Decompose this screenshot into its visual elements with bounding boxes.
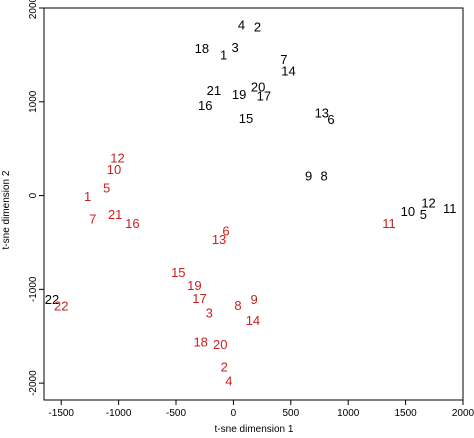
data-point-label: 4 <box>225 374 232 389</box>
axes: -1500 -1000 -500 0 500 1000 1500 2000 -2000 -1000… <box>28 0 474 419</box>
x-tick-label: 500 <box>282 408 299 419</box>
x-tick-label: -500 <box>166 408 186 419</box>
data-point-label: 12 <box>110 151 124 166</box>
data-point-label: 7 <box>89 212 96 227</box>
x-tick-label: 2000 <box>452 408 474 419</box>
data-point-label: 10 <box>107 162 121 177</box>
data-point-label: 18 <box>195 41 209 56</box>
y-tick-label: -1000 <box>28 276 39 302</box>
data-point-label: 18 <box>193 334 207 349</box>
y-tick-label: 0 <box>28 192 39 198</box>
y-tick-label: -2000 <box>28 370 39 396</box>
data-point-label: 13 <box>315 106 329 121</box>
data-point-label: 3 <box>232 40 239 55</box>
x-tick-label: -1500 <box>48 408 74 419</box>
y-axis-title: t-sne dimension 2 <box>1 170 12 249</box>
data-point-label: 8 <box>234 298 241 313</box>
data-point-label: 4 <box>238 17 245 32</box>
data-point-label: 9 <box>305 168 312 183</box>
data-point-label: 15 <box>239 111 253 126</box>
data-point-label: 9 <box>250 292 257 307</box>
data-point-label: 6 <box>327 112 334 127</box>
data-point-label: 13 <box>212 232 226 247</box>
data-point-label: 11 <box>443 201 457 216</box>
data-point-label: 6 <box>222 224 229 239</box>
data-point-label: 8 <box>320 168 327 183</box>
x-tick-label: -1000 <box>106 408 132 419</box>
plot-frame <box>43 7 464 401</box>
x-tick-label: 1500 <box>394 408 417 419</box>
data-point-label: 10 <box>401 204 415 219</box>
data-point-label: 16 <box>125 216 139 231</box>
data-point-label: 20 <box>213 337 227 352</box>
data-point-label: 12 <box>421 196 435 211</box>
data-point-label: 2 <box>221 360 228 375</box>
data-point-label: 1 <box>84 189 91 204</box>
data-point-label: 19 <box>232 87 246 102</box>
data-point-label: 5 <box>103 181 110 196</box>
data-point-label: 22 <box>45 292 59 307</box>
data-point-label: 1 <box>220 47 227 62</box>
data-point-label: 5 <box>420 207 427 222</box>
data-point-label: 14 <box>281 63 295 78</box>
data-point-label: 15 <box>171 265 185 280</box>
data-point-label: 2 <box>254 19 261 34</box>
data-point-label: 20 <box>251 79 265 94</box>
data-point-label: 21 <box>108 207 122 222</box>
data-point-label: 7 <box>280 52 287 67</box>
data-point-label: 17 <box>257 89 271 104</box>
x-axis-title: t-sne dimension 1 <box>215 424 294 435</box>
data-point-label: 19 <box>187 278 201 293</box>
data-point-label: 14 <box>246 313 260 328</box>
data-point-label: 16 <box>198 98 212 113</box>
data-point-label: 21 <box>207 83 221 98</box>
y-tick-label: 1000 <box>28 90 39 113</box>
data-point-label: 11 <box>382 216 396 231</box>
data-point-label: 17 <box>192 291 206 306</box>
data-point-label: 3 <box>206 305 213 320</box>
x-tick-label: 1000 <box>337 408 360 419</box>
y-tick-label: 2000 <box>28 0 39 19</box>
x-tick-label: 0 <box>231 408 237 419</box>
data-point-label: 22 <box>54 299 68 314</box>
